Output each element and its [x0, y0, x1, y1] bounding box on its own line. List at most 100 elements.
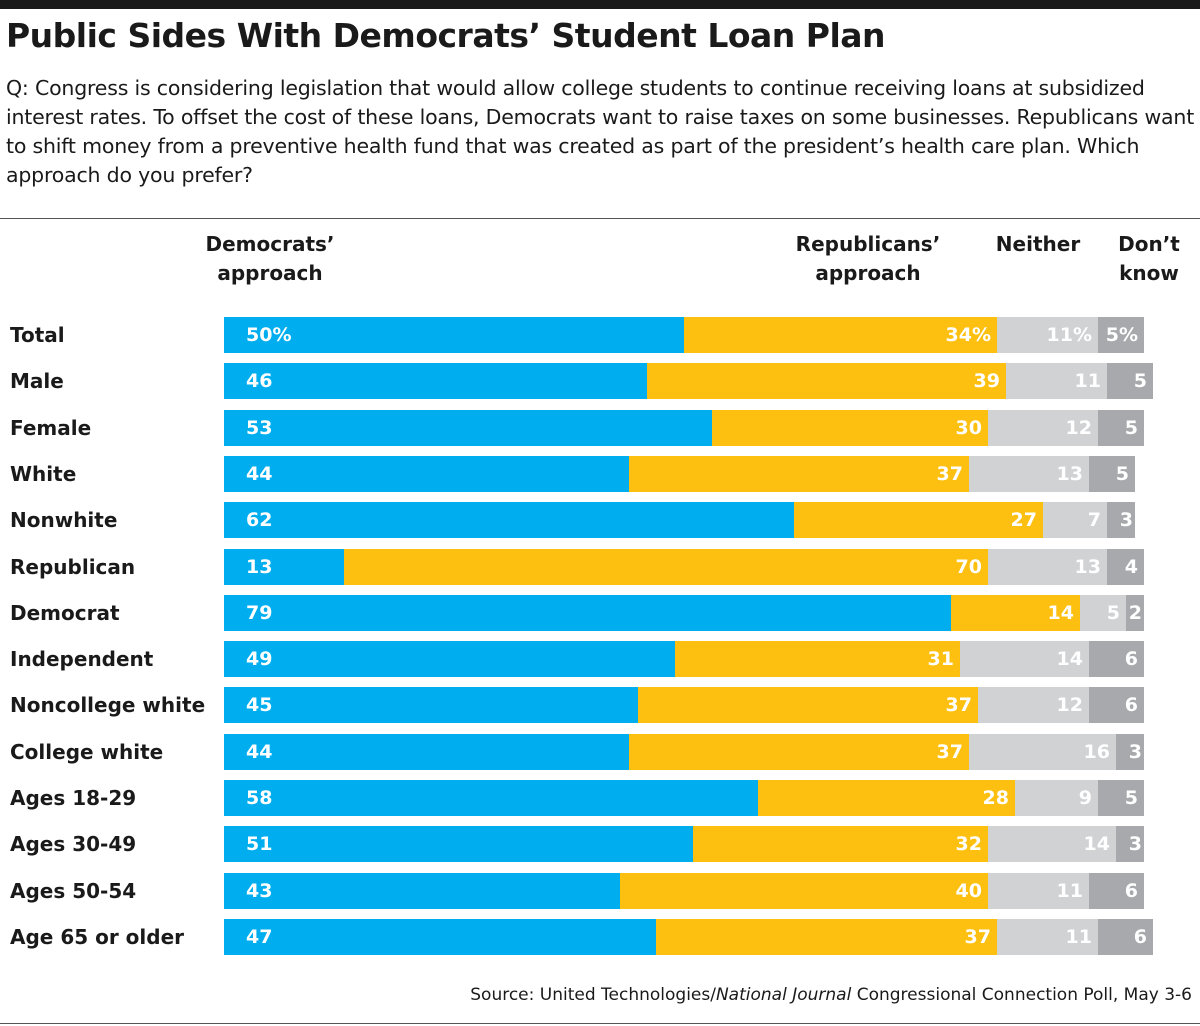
bar-value-label: 49: [246, 648, 273, 670]
bar-value-label: 31: [927, 648, 954, 670]
bar-value-label: 6: [1133, 926, 1147, 948]
bar-democrats: 62: [224, 502, 794, 538]
bar-neither: 13: [988, 549, 1107, 585]
bar-value-label: 70: [955, 556, 982, 578]
header-dont-know-line2: know: [1119, 261, 1179, 285]
bar-value-label: 34%: [945, 324, 991, 346]
bar-neither: 7: [1043, 502, 1107, 538]
row-label: Total: [10, 323, 65, 347]
bar-value-label: 16: [1083, 741, 1110, 763]
bar-value-label: 79: [246, 602, 273, 624]
bar-value-label: 44: [246, 463, 273, 485]
bar-value-label: 3: [1119, 509, 1133, 531]
bar-value-label: 6: [1124, 648, 1138, 670]
bar-value-label: 37: [936, 463, 963, 485]
bar-value-label: 3: [1128, 833, 1142, 855]
bar-republicans: 34%: [684, 317, 997, 353]
bar-value-label: 3: [1128, 741, 1142, 763]
bar-value-label: 11: [1074, 370, 1101, 392]
bar-value-label: 27: [1010, 509, 1037, 531]
bar-value-label: 13: [1074, 556, 1101, 578]
bar-value-label: 11: [1065, 926, 1092, 948]
row-label: Nonwhite: [10, 508, 118, 532]
bar-democrats: 49: [224, 641, 675, 677]
bar-value-label: 37: [945, 694, 972, 716]
bar-dont-know: 5%: [1098, 317, 1144, 353]
source-note: Source: United Technologies/National Jou…: [470, 985, 1192, 1005]
bar-value-label: 40: [955, 880, 982, 902]
bar-value-label: 12: [1056, 694, 1083, 716]
bar-republicans: 31: [675, 641, 960, 677]
bar-value-label: 11: [1056, 880, 1083, 902]
bar-value-label: 53: [246, 417, 273, 439]
bar-value-label: 14: [1056, 648, 1083, 670]
bar-democrats: 45: [224, 687, 638, 723]
bar-value-label: 43: [246, 880, 273, 902]
bar-democrats: 44: [224, 456, 629, 492]
bar-value-label: 13: [1056, 463, 1083, 485]
bar-democrats: 44: [224, 734, 629, 770]
bar-dont-know: 4: [1107, 549, 1144, 585]
bar-republicans: 70: [344, 549, 988, 585]
bar-value-label: 11%: [1046, 324, 1092, 346]
bar-value-label: 47: [246, 926, 273, 948]
bar-republicans: 37: [656, 919, 997, 955]
bar-value-label: 28: [982, 787, 1009, 809]
source-publication: National Journal: [715, 985, 852, 1005]
bar-value-label: 50%: [246, 324, 292, 346]
bar-value-label: 4: [1124, 556, 1138, 578]
bar-value-label: 5: [1124, 417, 1138, 439]
header-neither: Neither: [980, 230, 1096, 259]
bar-dont-know: 6: [1089, 641, 1144, 677]
bar-value-label: 5%: [1105, 324, 1138, 346]
row-label: Democrat: [10, 601, 120, 625]
source-prefix: Source: United Technologies/: [470, 985, 716, 1005]
bar-dont-know: 5: [1107, 363, 1153, 399]
bar-value-label: 5: [1124, 787, 1138, 809]
row-label: White: [10, 462, 77, 486]
bar-republicans: 27: [794, 502, 1043, 538]
bar-democrats: 79: [224, 595, 951, 631]
bar-democrats: 46: [224, 363, 647, 399]
bar-neither: 12: [978, 687, 1089, 723]
header-dont-know: Don’t know: [1100, 230, 1198, 288]
bar-value-label: 51: [246, 833, 273, 855]
bar-dont-know: 6: [1098, 919, 1153, 955]
source-suffix: Congressional Connection Poll, May 3-6: [851, 985, 1192, 1005]
bar-republicans: 14: [951, 595, 1080, 631]
bar-democrats: 50%: [224, 317, 684, 353]
bar-value-label: 5: [1115, 463, 1129, 485]
bar-democrats: 43: [224, 873, 620, 909]
bar-value-label: 39: [973, 370, 1000, 392]
bar-democrats: 53: [224, 410, 712, 446]
bar-value-label: 14: [1047, 602, 1074, 624]
row-label: Ages 30-49: [10, 832, 137, 856]
bar-value-label: 45: [246, 694, 273, 716]
bar-neither: 16: [969, 734, 1116, 770]
top-bar: [0, 0, 1200, 9]
row-label: Republican: [10, 555, 136, 579]
bar-dont-know: 3: [1107, 502, 1135, 538]
bar-neither: 9: [1015, 780, 1098, 816]
bar-dont-know: 6: [1089, 873, 1144, 909]
bar-value-label: 62: [246, 509, 273, 531]
bar-dont-know: 2: [1126, 595, 1144, 631]
bar-value-label: 13: [246, 556, 273, 578]
bar-value-label: 5: [1133, 370, 1147, 392]
row-label: Independent: [10, 647, 154, 671]
chart-title: Public Sides With Democrats’ Student Loa…: [6, 16, 886, 55]
bar-democrats: 51: [224, 826, 693, 862]
bar-value-label: 5: [1106, 602, 1120, 624]
bar-value-label: 7: [1087, 509, 1101, 531]
bar-republicans: 28: [758, 780, 1015, 816]
bar-republicans: 32: [693, 826, 988, 862]
header-republicans-line1: Republicans’: [795, 232, 941, 256]
bar-value-label: 14: [1083, 833, 1110, 855]
bar-neither: 11: [1006, 363, 1107, 399]
bar-dont-know: 5: [1098, 780, 1144, 816]
row-label: Age 65 or older: [10, 925, 185, 949]
row-label: Male: [10, 369, 64, 393]
header-democrats-line1: Democrats’: [205, 232, 335, 256]
bar-republicans: 37: [629, 734, 969, 770]
bar-neither: 11%: [997, 317, 1098, 353]
